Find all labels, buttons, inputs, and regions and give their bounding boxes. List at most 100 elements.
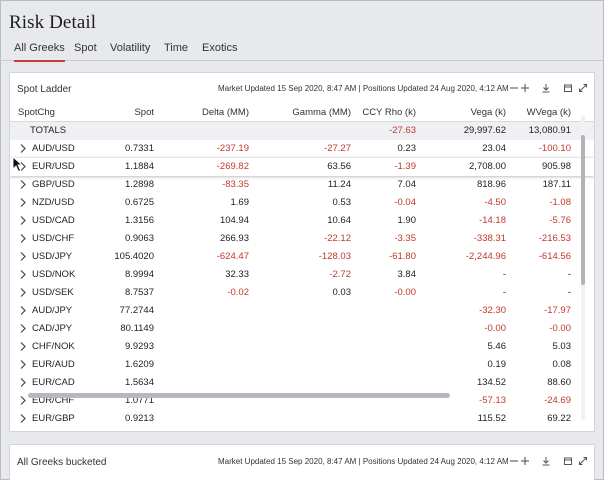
table-row[interactable]: USD/CAD 1.3156 104.94 10.64 1.90 -14.18 -5.76 xyxy=(10,212,594,230)
spot-cell: 8.7537 xyxy=(124,287,154,298)
panel-title: All Greeks bucketed xyxy=(17,457,107,468)
table-row[interactable]: USD/CHF 0.9063 266.93 -22.12 -3.35 -338.31 -21… xyxy=(10,230,594,248)
chevron-right-icon[interactable] xyxy=(19,305,27,316)
column-header-delta[interactable]: Delta (MM) xyxy=(202,107,249,118)
vega-cell: -32.30 xyxy=(479,305,506,316)
chevron-right-icon[interactable] xyxy=(19,359,27,370)
ccy-rho-cell: -1.39 xyxy=(394,161,416,172)
spot-cell: 77.2744 xyxy=(119,305,154,316)
tab-volatility[interactable]: Volatility xyxy=(110,42,151,54)
chevron-right-icon[interactable] xyxy=(19,251,27,262)
minimize-icon[interactable] xyxy=(508,82,520,94)
column-header-ccy-rho[interactable]: CCY Rho (k) xyxy=(362,107,416,118)
table-row[interactable]: USD/NOK 8.9994 32.33 -2.72 3.84 - - xyxy=(10,266,594,284)
spot-ladder-panel: Spot Ladder Market Updated 15 Sep 2020, … xyxy=(9,72,595,432)
horizontal-scrollbar[interactable] xyxy=(20,393,580,398)
vertical-scrollbar-thumb[interactable] xyxy=(581,135,585,285)
delta-cell: -624.47 xyxy=(216,251,249,262)
tab-bar: All Greeks Spot Volatility Time Exotics xyxy=(0,40,604,62)
print-icon[interactable] xyxy=(562,82,574,94)
wvega-cell: -100.10 xyxy=(538,143,571,154)
table-row[interactable]: USD/JPY 105.4020 -624.47 -128.03 -61.80 -2,24… xyxy=(10,248,594,266)
table-row[interactable]: GBP/USD 1.2898 -83.35 11.24 7.04 818.96 187.11 xyxy=(10,176,594,194)
gamma-cell: 0.53 xyxy=(332,197,352,208)
download-icon[interactable] xyxy=(540,82,552,94)
table-row[interactable]: EUR/GBP 0.9213 115.52 69.22 xyxy=(10,410,594,428)
chevron-right-icon[interactable] xyxy=(19,215,27,226)
tab-exotics[interactable]: Exotics xyxy=(202,42,238,54)
wvega-cell: -216.53 xyxy=(538,233,571,244)
spot-cell: 1.2898 xyxy=(124,179,154,190)
spot-cell: 1.0771 xyxy=(124,395,154,406)
column-header-wvega[interactable]: WVega (k) xyxy=(526,107,571,118)
horizontal-scrollbar-thumb[interactable] xyxy=(28,393,450,398)
totals-label: TOTALS xyxy=(30,125,67,136)
spot-cell: 80.1149 xyxy=(120,323,154,334)
download-icon[interactable] xyxy=(540,455,552,467)
tab-time[interactable]: Time xyxy=(164,42,189,54)
chevron-right-icon[interactable] xyxy=(19,161,27,172)
spot-cell: 9.9293 xyxy=(124,341,154,352)
column-header-gamma[interactable]: Gamma (MM) xyxy=(292,107,351,118)
add-icon[interactable] xyxy=(519,455,531,467)
panel-meta: Market Updated 15 Sep 2020, 8:47 AM | Po… xyxy=(218,84,509,93)
vega-cell: 134.52 xyxy=(476,377,506,388)
print-icon[interactable] xyxy=(562,455,574,467)
vega-cell: 23.04 xyxy=(482,143,506,154)
delta-cell: 32.33 xyxy=(225,269,249,280)
chevron-right-icon[interactable] xyxy=(19,341,27,352)
table-row[interactable]: EUR/AUD 1.6209 0.19 0.08 xyxy=(10,356,594,374)
table-row[interactable]: USD/SEK 8.7537 -0.02 0.03 -0.00 - - xyxy=(10,284,594,302)
wvega-cell: -1.08 xyxy=(549,197,571,208)
table-row[interactable]: NZD/USD 0.6725 1.69 0.53 -0.04 -4.50 -1.08 xyxy=(10,194,594,212)
table-row[interactable]: EUR/CHF 1.0771 -57.13 -24.69 xyxy=(10,392,594,410)
chevron-right-icon[interactable] xyxy=(19,413,27,424)
table-row[interactable]: EUR/CAD 1.5634 134.52 88.60 xyxy=(10,374,594,392)
tab-spot[interactable]: Spot xyxy=(74,42,97,54)
wvega-cell: -614.56 xyxy=(538,251,571,262)
chevron-right-icon[interactable] xyxy=(19,233,27,244)
pair-name-cell: GBP/USD xyxy=(32,179,75,190)
pair-name-cell: USD/SEK xyxy=(32,287,74,298)
spot-cell: 8.9994 xyxy=(124,269,154,280)
chevron-right-icon[interactable] xyxy=(19,179,27,190)
vega-cell: 818.96 xyxy=(476,179,506,190)
chevron-right-icon[interactable] xyxy=(19,395,27,406)
ccy-rho-cell: -3.35 xyxy=(394,233,416,244)
table-row[interactable]: AUD/JPY 77.2744 -32.30 -17.97 xyxy=(10,302,594,320)
chevron-right-icon[interactable] xyxy=(19,287,27,298)
expand-icon[interactable] xyxy=(577,82,589,94)
wvega-cell: 187.11 xyxy=(542,179,571,190)
panel-meta: Market Updated 15 Sep 2020, 8:47 AM | Po… xyxy=(218,457,509,466)
chevron-right-icon[interactable] xyxy=(19,197,27,208)
chevron-right-icon[interactable] xyxy=(19,143,27,154)
chevron-right-icon[interactable] xyxy=(19,323,27,334)
gamma-cell: -27.27 xyxy=(324,143,351,154)
table-row[interactable]: CAD/JPY 80.1149 -0.00 -0.00 xyxy=(10,320,594,338)
table-row[interactable]: AUD/USD 0.7331 -237.19 -27.27 0.23 23.04 -100.… xyxy=(10,140,594,158)
minimize-icon[interactable] xyxy=(508,455,520,467)
all-greeks-bucketed-panel: All Greeks bucketed Market Updated 15 Se… xyxy=(9,444,595,480)
chevron-right-icon[interactable] xyxy=(19,269,27,280)
spot-cell: 1.5634 xyxy=(124,377,154,388)
add-icon[interactable] xyxy=(519,82,531,94)
column-header-spot[interactable]: Spot xyxy=(134,107,154,118)
tab-all-greeks[interactable]: All Greeks xyxy=(14,42,65,62)
table-row[interactable]: EUR/USD 1.1884 -269.82 63.56 -1.39 2,708.00 90… xyxy=(10,158,594,176)
column-header-vega[interactable]: Vega (k) xyxy=(470,107,506,118)
expand-icon[interactable] xyxy=(577,455,589,467)
gamma-cell: 11.24 xyxy=(327,179,351,190)
wvega-cell: 905.98 xyxy=(541,161,571,172)
delta-cell: 1.69 xyxy=(230,197,250,208)
pair-name-cell: EUR/AUD xyxy=(32,359,75,370)
vega-cell: -57.13 xyxy=(479,395,506,406)
vertical-scrollbar[interactable] xyxy=(581,115,585,420)
spot-cell: 0.7331 xyxy=(124,143,154,154)
column-header-spotchg[interactable]: SpotChg xyxy=(18,107,55,118)
spot-cell: 0.9063 xyxy=(124,233,154,244)
delta-cell: 266.93 xyxy=(219,233,249,244)
vega-cell: 0.19 xyxy=(487,359,507,370)
chevron-right-icon[interactable] xyxy=(19,377,27,388)
table-row[interactable]: CHF/NOK 9.9293 5.46 5.03 xyxy=(10,338,594,356)
spot-cell: 0.9213 xyxy=(124,413,154,424)
